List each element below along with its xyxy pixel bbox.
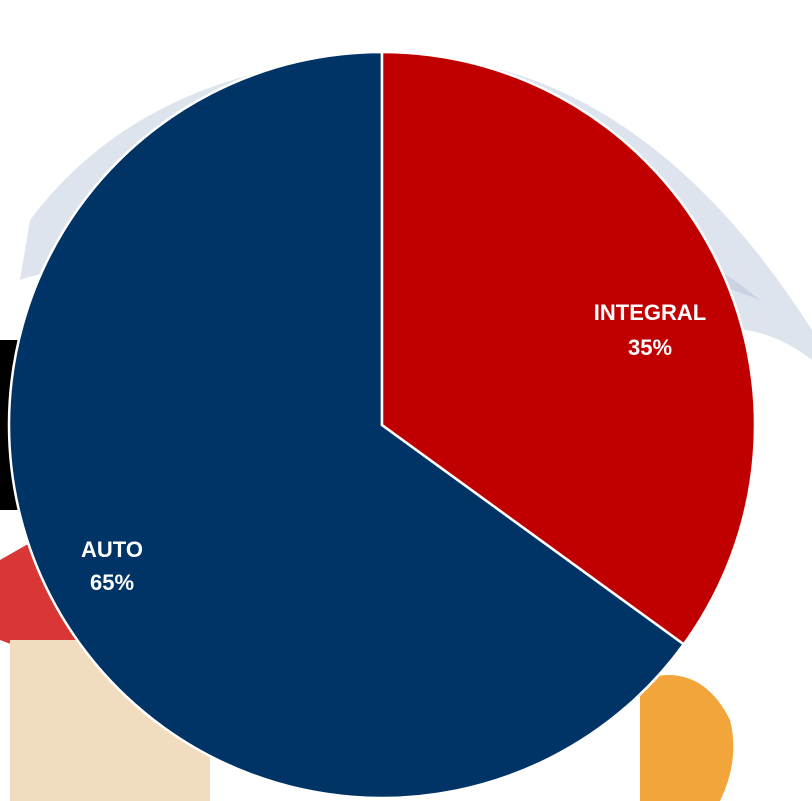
ball <box>640 675 734 801</box>
slice-integral <box>380 50 757 646</box>
slice-percent-auto: 65% <box>90 570 134 595</box>
slice-label-auto: AUTO <box>81 537 143 562</box>
slice-label-integral: INTEGRAL <box>594 300 706 325</box>
slice-auto <box>7 50 686 800</box>
slice-percent-integral: 35% <box>628 335 672 360</box>
